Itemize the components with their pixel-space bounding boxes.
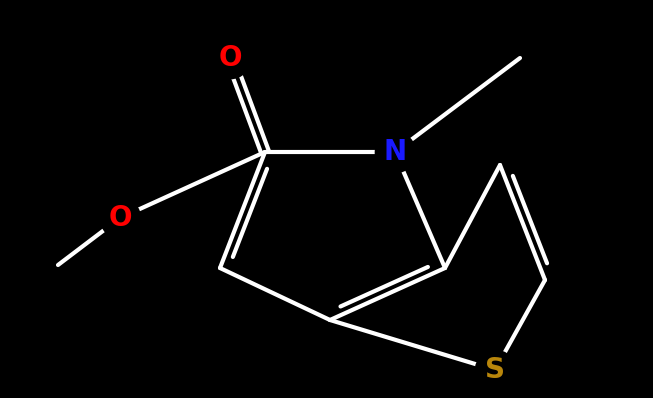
Text: O: O [218, 44, 242, 72]
Text: S: S [485, 356, 505, 384]
Text: N: N [383, 138, 407, 166]
Text: O: O [108, 204, 132, 232]
